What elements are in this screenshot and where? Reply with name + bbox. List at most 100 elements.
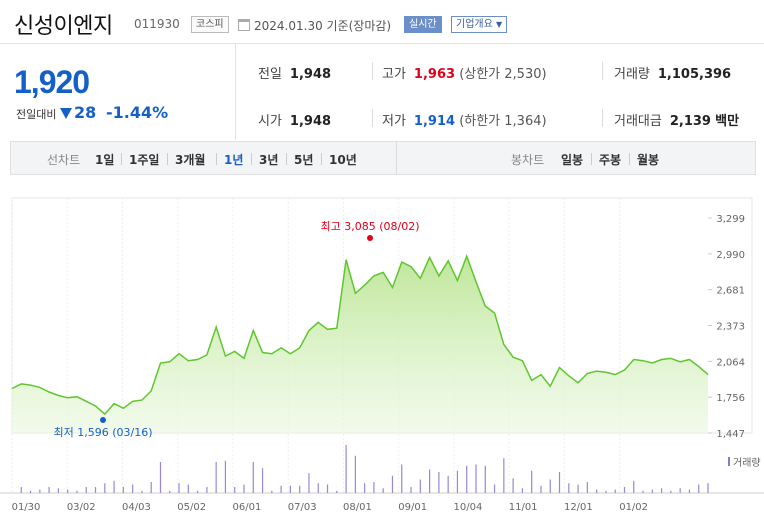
- volume-bar: [336, 490, 338, 493]
- divider: [321, 153, 322, 165]
- price-chart: 3,299 2,990 2,681 2,373 2,064 1,756 1,447 최고 3…: [0, 197, 764, 513]
- min-label: 최저 1,596 (03/16): [53, 426, 152, 439]
- volume-bar: [419, 479, 421, 493]
- volume-bar: [159, 462, 162, 493]
- volume-bar: [364, 483, 366, 493]
- volume-bar: [447, 475, 449, 493]
- period-1y[interactable]: 1년: [224, 153, 244, 167]
- stat-open-value: 1,948: [289, 114, 332, 129]
- divider: [216, 153, 217, 165]
- stat-volume-value: 1,105,396: [657, 67, 732, 82]
- volume-bar: [503, 458, 505, 493]
- volume-bar: [484, 465, 486, 493]
- company-overview-button[interactable]: 기업개요 ▼: [451, 16, 508, 33]
- volume-bar: [169, 490, 171, 493]
- volume-bar: [261, 468, 264, 493]
- volume-bar: [475, 464, 477, 493]
- volume-bar: [586, 482, 588, 493]
- candle-weekly[interactable]: 주봉: [599, 153, 622, 167]
- market-badge: 코스피: [191, 16, 229, 33]
- stat-low-label: 저가: [382, 114, 406, 129]
- x-tick-label: 04/03: [122, 502, 151, 513]
- period-3m[interactable]: 3개월: [175, 153, 206, 167]
- volume-bar: [76, 490, 78, 493]
- period-3y[interactable]: 3년: [259, 153, 279, 167]
- volume-bar: [243, 484, 245, 493]
- period-1d[interactable]: 1일: [95, 153, 115, 167]
- candle-monthly[interactable]: 월봉: [637, 153, 660, 167]
- y-tick-label: 2,990: [716, 250, 745, 261]
- divider: [121, 153, 122, 165]
- line-chart-label: 선차트: [47, 153, 81, 167]
- volume-bar: [382, 488, 384, 493]
- company-overview-label: 기업개요: [456, 19, 493, 30]
- period-1w[interactable]: 1주일: [129, 153, 160, 167]
- divider: [286, 153, 287, 165]
- price-line: [11, 254, 709, 416]
- stat-open-label: 시가: [258, 114, 282, 129]
- volume-bar: [271, 490, 273, 493]
- volume-bar: [698, 484, 700, 493]
- realtime-button[interactable]: 실시간: [404, 16, 442, 33]
- volume-bar: [178, 483, 180, 493]
- volume-bar: [373, 482, 375, 493]
- volume-bar: [67, 489, 69, 493]
- x-tick-label: 05/02: [177, 502, 206, 513]
- stat-amount-value: 2,139: [669, 114, 711, 129]
- y-tick-label: 1,447: [716, 429, 745, 440]
- y-tick-label: 2,681: [716, 286, 745, 297]
- y-axis: 3,299 2,990 2,681 2,373 2,064 1,756 1,447: [708, 214, 745, 440]
- volume-bar: [642, 490, 644, 493]
- volume-bar: [234, 487, 236, 493]
- x-tick-label: 10/04: [453, 502, 482, 513]
- volume-bar: [29, 490, 32, 493]
- volume-bar: [633, 480, 635, 493]
- price-summary: 1,920 전일대비 28 -1.44%: [0, 44, 236, 140]
- stat-open: 시가 1,948: [258, 110, 331, 129]
- volume-bar: [661, 488, 663, 493]
- stats-table: 전일 1,948 고가 1,963 (상한가 2,530) 거래량 1,105,396…: [236, 44, 764, 140]
- volume-bar: [326, 484, 329, 493]
- divider: [602, 109, 603, 127]
- volume-bar: [122, 487, 124, 493]
- stat-high: 고가 1,963 (상한가 2,530): [382, 63, 547, 82]
- volume-bar: [215, 462, 217, 493]
- volume-bar: [94, 487, 97, 493]
- volume-bar: [317, 483, 319, 493]
- chart-period-bar: 선차트 1일 1주일 3개월 1년 3년 5년 10년 봉차트 일봉 주봉 월봉: [10, 141, 756, 175]
- volume-legend-swatch: [728, 457, 730, 466]
- volume-bar: [512, 478, 514, 493]
- volume-bar: [651, 489, 653, 493]
- stat-volume-label: 거래량: [614, 67, 650, 82]
- calendar-icon: [238, 19, 250, 31]
- volume-bar: [596, 489, 598, 493]
- volume-bar: [531, 470, 533, 493]
- volume-bar: [549, 479, 551, 493]
- volume-bar: [401, 464, 403, 493]
- volume-bar: [521, 488, 523, 493]
- volume-bar: [558, 472, 561, 493]
- divider: [602, 62, 603, 80]
- volume-bar: [48, 487, 50, 493]
- volume-bar: [197, 490, 199, 493]
- period-10y[interactable]: 10년: [329, 153, 357, 167]
- stat-amount-unit: 백만: [715, 114, 740, 129]
- candle-daily[interactable]: 일봉: [561, 153, 584, 167]
- stat-low-value: 1,914: [413, 114, 456, 129]
- volume-bar: [577, 484, 579, 493]
- change-label: 전일대비: [16, 108, 57, 121]
- volume-bar: [280, 485, 282, 493]
- volume-bar: [679, 488, 681, 493]
- x-tick-label: 01/02: [619, 502, 648, 513]
- volume-bar: [354, 455, 356, 493]
- volume-bar: [456, 470, 459, 493]
- stat-amount-label: 거래대금: [614, 114, 662, 129]
- period-5y[interactable]: 5년: [294, 153, 314, 167]
- y-tick-label: 2,064: [716, 357, 745, 368]
- volume-bar: [299, 485, 301, 493]
- stat-low: 저가 1,914 (하한가 1,364): [382, 110, 547, 129]
- x-tick-label: 12/01: [564, 502, 593, 513]
- volume-bar: [614, 489, 616, 493]
- y-tick-label: 1,756: [716, 393, 745, 404]
- stat-high-label: 고가: [382, 67, 406, 82]
